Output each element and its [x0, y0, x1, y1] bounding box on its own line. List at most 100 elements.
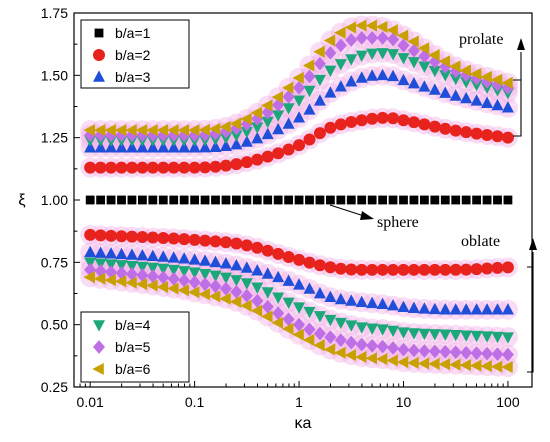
data-point-b-a-6 — [219, 120, 231, 133]
data-point-b-a-2 — [293, 139, 306, 152]
data-point-b-a-4 — [313, 74, 326, 87]
data-point-b-a-4 — [428, 329, 441, 341]
data-point-b-a-4 — [136, 261, 149, 274]
data-point-b-a-5 — [366, 338, 379, 353]
data-point-b-a-6 — [355, 351, 367, 364]
data-point-b-a-2 — [272, 147, 285, 160]
data-point-b-a-4 — [387, 49, 400, 61]
data-point-b-a-3 — [439, 303, 452, 315]
data-point-b-a-6 — [470, 359, 482, 372]
data-point-b-a-4 — [481, 331, 494, 343]
data-point-b-a-2 — [418, 118, 431, 131]
data-point-b-a-2 — [240, 156, 253, 169]
data-point-b-a-3 — [376, 68, 389, 81]
data-point-b-a-1 — [461, 195, 471, 205]
data-point-b-a-6 — [355, 19, 367, 32]
data-point-b-a-3 — [230, 258, 243, 271]
data-point-b-a-6 — [114, 124, 127, 137]
data-point-b-a-6 — [282, 81, 294, 94]
data-point-b-a-2 — [157, 231, 170, 244]
legend-marker — [94, 28, 104, 38]
data-point-b-a-3 — [345, 294, 358, 306]
data-point-b-a-4 — [303, 85, 316, 98]
oblate-arrowhead — [529, 238, 537, 250]
data-point-b-a-4 — [230, 275, 243, 287]
data-point-b-a-2 — [303, 256, 316, 269]
legend-label: b/a=2 — [115, 47, 151, 63]
data-point-b-a-2 — [136, 161, 149, 174]
data-point-b-a-4 — [366, 323, 379, 335]
data-point-b-a-1 — [378, 195, 388, 205]
data-point-b-a-3 — [167, 251, 180, 263]
data-point-b-a-3 — [272, 270, 285, 283]
data-point-b-a-2 — [125, 161, 138, 174]
legend-marker — [93, 70, 105, 82]
data-point-b-a-6 — [407, 356, 419, 369]
data-point-b-a-2 — [240, 239, 253, 252]
data-point-b-a-6 — [501, 361, 513, 374]
data-point-b-a-6 — [459, 64, 471, 77]
data-point-b-a-4 — [125, 260, 138, 273]
data-point-b-a-3 — [397, 73, 410, 86]
data-point-b-a-5 — [125, 128, 138, 143]
data-point-b-a-5 — [366, 31, 379, 45]
data-point-b-a-3 — [418, 80, 431, 92]
annotation-sphere: sphere — [377, 214, 419, 231]
data-point-b-a-5 — [178, 273, 191, 288]
data-point-b-a-2 — [439, 122, 452, 135]
data-point-b-a-4 — [272, 292, 285, 304]
data-point-b-a-4 — [366, 48, 379, 61]
y-tick-label: 1.00 — [41, 192, 68, 208]
data-point-b-a-5 — [84, 128, 97, 143]
data-point-b-a-4 — [397, 327, 410, 339]
data-point-b-a-3 — [199, 140, 212, 153]
data-point-b-a-4 — [449, 73, 462, 86]
data-point-b-a-4 — [470, 330, 483, 343]
data-point-b-a-1 — [284, 195, 294, 205]
data-point-b-a-3 — [355, 71, 368, 83]
data-point-b-a-4 — [439, 70, 452, 82]
y-tick-label: 1.25 — [41, 130, 68, 146]
y-tick-label: 0.75 — [41, 254, 68, 270]
data-point-b-a-5 — [282, 312, 295, 327]
data-point-b-a-5 — [501, 347, 514, 362]
data-point-b-a-4 — [188, 267, 201, 279]
data-point-b-a-5 — [282, 89, 295, 104]
data-point-b-a-5 — [324, 330, 337, 344]
data-point-b-a-4 — [303, 306, 316, 319]
data-point-b-a-3 — [178, 252, 191, 264]
data-point-b-a-5 — [105, 265, 118, 279]
data-point-b-a-3 — [272, 122, 285, 135]
data-point-b-a-2 — [366, 263, 379, 276]
data-point-b-a-5 — [376, 339, 389, 354]
data-point-b-a-3 — [230, 137, 243, 150]
data-point-b-a-2 — [418, 263, 431, 276]
data-point-b-a-6 — [480, 360, 492, 373]
x-tick-label: 0.01 — [77, 394, 104, 410]
legend-marker — [92, 363, 104, 375]
data-point-b-a-4 — [105, 259, 118, 271]
data-point-b-a-2 — [334, 118, 347, 131]
data-point-b-a-6 — [365, 19, 377, 32]
data-point-b-a-1 — [357, 195, 367, 205]
data-point-b-a-3 — [491, 98, 504, 111]
data-point-b-a-2 — [94, 161, 107, 174]
legend-marker — [93, 320, 105, 332]
legend-label: b/a=3 — [115, 69, 151, 85]
data-point-b-a-1 — [399, 195, 408, 205]
data-point-b-a-6 — [313, 339, 325, 352]
data-point-b-a-5 — [240, 288, 253, 303]
data-point-b-a-2 — [303, 133, 316, 146]
data-point-b-a-5 — [324, 46, 337, 60]
data-point-b-a-6 — [313, 45, 325, 58]
data-point-b-a-3 — [199, 254, 212, 266]
data-point-b-a-5 — [470, 71, 483, 86]
data-point-b-a-6 — [156, 124, 169, 137]
data-point-b-a-6 — [386, 354, 398, 367]
data-point-b-a-6 — [94, 124, 106, 137]
data-point-b-a-5 — [136, 268, 149, 283]
data-point-b-a-1 — [117, 195, 126, 205]
data-point-b-a-5 — [251, 111, 264, 126]
data-point-b-a-6 — [240, 113, 252, 126]
